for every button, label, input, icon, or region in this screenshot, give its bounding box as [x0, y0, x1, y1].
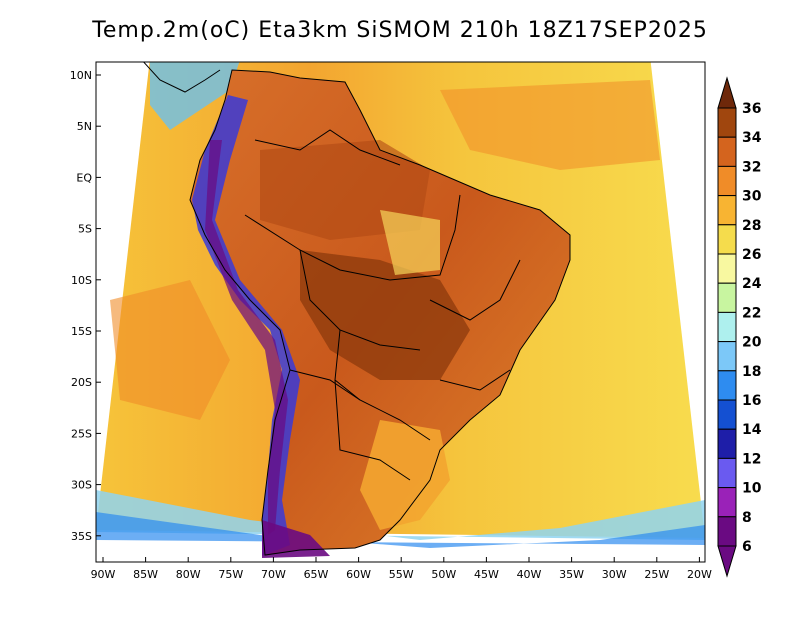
lon-label: 55W — [389, 568, 414, 581]
colorbar-segment — [717, 282, 737, 313]
lon-label: 70W — [261, 568, 286, 581]
colorbar-label: 30 — [742, 189, 762, 205]
lat-label: 10S — [71, 274, 92, 287]
colorbar-label: 12 — [742, 451, 761, 467]
colorbar-label: 8 — [742, 510, 752, 526]
colorbar-label: 20 — [742, 335, 762, 351]
lon-label: 35W — [559, 568, 584, 581]
colorbar-label: 36 — [742, 101, 761, 117]
colorbar-segment — [717, 399, 737, 430]
longitude-axis: 90W 85W 80W 75W 70W 65W 60W 55W 50W 45W 40W 35W 30W 2… — [91, 557, 712, 581]
colorbar-label: 18 — [742, 364, 761, 380]
map-border — [95, 61, 706, 563]
colorbar-segment — [717, 457, 737, 489]
colorbar-segment — [717, 428, 737, 459]
colorbar-label: 14 — [742, 422, 762, 438]
lat-label: 35S — [71, 530, 92, 543]
colorbar-segment — [717, 165, 737, 197]
lon-label: 20W — [687, 568, 712, 581]
map-title: Temp.2m(oC) Eta3km SiSMOM 210h 18Z17SEP2… — [92, 18, 708, 43]
colorbar-segment — [717, 487, 737, 518]
lat-label: 10N — [70, 69, 92, 82]
map-frame — [96, 62, 705, 562]
colorbar-segment — [717, 136, 737, 167]
colorbar-segment — [717, 195, 737, 226]
colorbar-label: 6 — [742, 539, 752, 555]
lon-label: 25W — [644, 568, 669, 581]
lon-label: 85W — [133, 568, 158, 581]
lon-label: 45W — [474, 568, 499, 581]
lat-label: 30S — [71, 479, 92, 492]
colorbar-segment — [717, 516, 737, 547]
colorbar-label: 10 — [742, 481, 762, 497]
lon-label: 60W — [346, 568, 371, 581]
colorbar-segment — [717, 224, 737, 255]
colorbar-segment — [717, 370, 737, 401]
colorbar-label: 28 — [742, 218, 761, 234]
colorbar-top-arrow — [717, 76, 737, 109]
southern-cool-band — [96, 490, 705, 540]
country-borders — [189, 69, 571, 556]
lon-label: 90W — [91, 568, 116, 581]
lat-label: 15S — [71, 325, 92, 338]
lat-label: 20S — [71, 376, 92, 389]
colorbar-label: 32 — [742, 159, 761, 175]
colorbar-segment — [717, 311, 737, 343]
colorbar-segment — [717, 253, 737, 284]
lat-label: 25S — [71, 427, 92, 440]
colorbar-segment — [717, 107, 737, 138]
colorbar-label: 16 — [742, 393, 761, 409]
lat-label: EQ — [76, 171, 92, 184]
latitude-axis: 10N 5N EQ 5S 10S 15S 20S 25S 30S 35S — [70, 69, 101, 543]
lon-label: 75W — [218, 568, 243, 581]
lon-label: 80W — [176, 568, 201, 581]
colorbar-label: 34 — [742, 130, 762, 146]
colorbar-label: 22 — [742, 305, 761, 321]
colorbar-bottom-arrow — [717, 545, 737, 578]
lat-label: 5S — [78, 223, 92, 236]
lat-label: 5N — [77, 120, 92, 133]
lon-label: 30W — [602, 568, 627, 581]
colorbar: 36 34 32 30 28 26 24 22 20 18 16 14 12 10 8 6 — [717, 76, 762, 578]
colorbar-label: 26 — [742, 247, 761, 263]
colorbar-segment — [717, 341, 737, 372]
lon-label: 50W — [431, 568, 456, 581]
colorbar-label: 24 — [742, 276, 762, 292]
lon-label: 65W — [304, 568, 329, 581]
lon-label: 40W — [517, 568, 542, 581]
